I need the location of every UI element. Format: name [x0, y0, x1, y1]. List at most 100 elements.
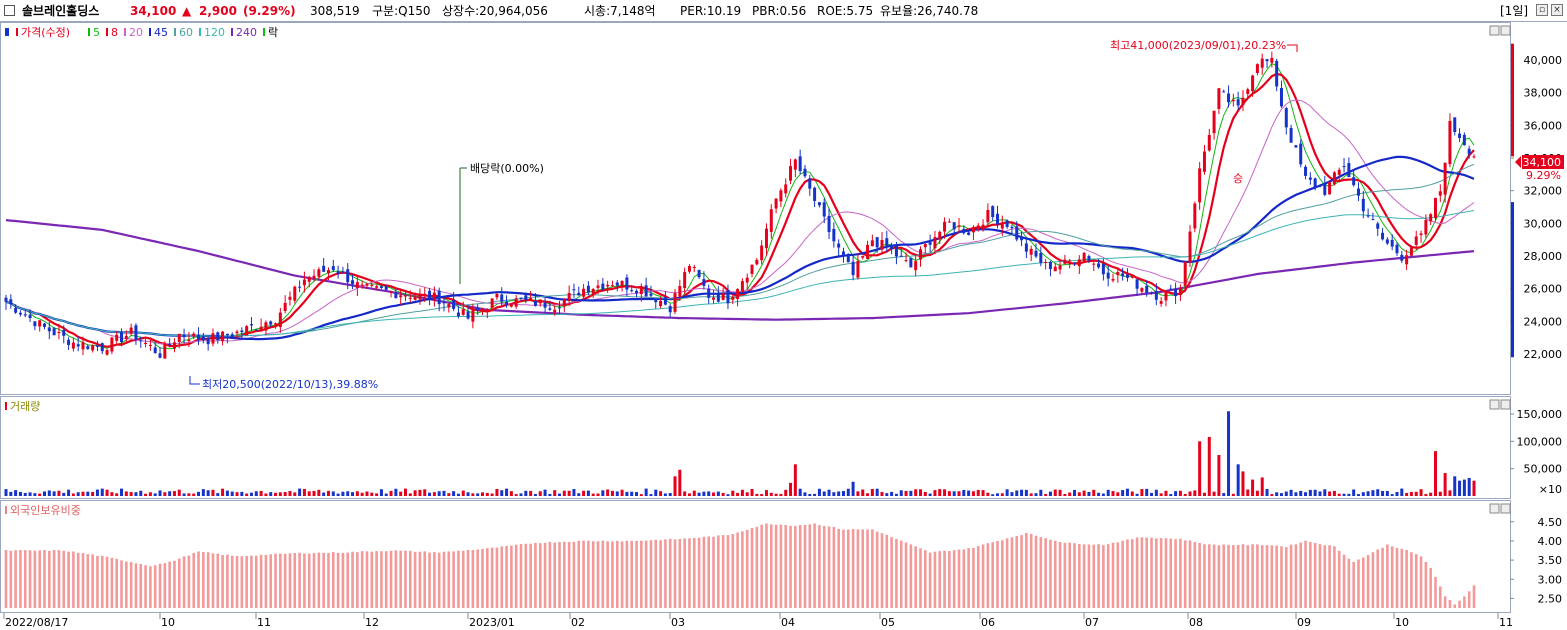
volume-bar [1395, 492, 1399, 496]
foreign-bar [755, 526, 759, 608]
volume-bar [312, 490, 316, 496]
candle-body [692, 267, 696, 269]
candle-body [33, 321, 37, 327]
axis-range-up [1511, 43, 1514, 157]
foreign-bar [481, 548, 484, 608]
candle-body [1376, 223, 1380, 229]
candle-body [245, 326, 249, 336]
foreign-bar [4, 549, 8, 608]
candle-body [38, 320, 42, 327]
close-icon[interactable]: × [1551, 4, 1563, 16]
volume-bar [1130, 491, 1134, 496]
candle-body [890, 244, 894, 250]
foreign-panel-frame [0, 500, 1511, 613]
volume-bar [976, 489, 980, 496]
foreign-bar [129, 562, 133, 608]
volume-bar [1101, 493, 1105, 496]
volume-bar [4, 489, 8, 496]
restore-icon[interactable]: ▫ [1536, 4, 1548, 16]
foreign-bar [428, 552, 431, 608]
candle-body [110, 337, 114, 352]
volume-bar [76, 492, 80, 496]
volume-bar [846, 488, 850, 496]
foreign-bar [1265, 545, 1269, 608]
volume-bar [230, 491, 234, 496]
candle-body [71, 342, 75, 349]
candle-body [837, 243, 841, 248]
candle-body [115, 334, 119, 341]
candle-body [1024, 243, 1028, 252]
volume-bar [678, 469, 682, 496]
foreign-legend-marker [5, 506, 7, 514]
foreign-bar [375, 551, 378, 608]
foreign-bar [899, 540, 903, 608]
ma-legend: 5 8 20 45 60 120 240 [88, 26, 257, 39]
date-tick-label: 09 [1297, 616, 1311, 629]
volume-bar [1414, 491, 1418, 496]
candle-body [1347, 163, 1351, 178]
foreign-bar [582, 540, 585, 608]
foreign-legend: 외국인보유비중 [10, 504, 81, 517]
volume-bar [182, 493, 186, 496]
volume-bar [649, 494, 653, 496]
volume-bar [875, 488, 879, 496]
volume-bar [254, 491, 258, 496]
panel-close-icon[interactable] [1500, 25, 1511, 36]
volume-bar [216, 493, 220, 496]
foreign-bar [418, 551, 422, 608]
foreign-bar [933, 551, 937, 608]
foreign-bar [895, 538, 898, 608]
volume-bar [914, 489, 918, 496]
legend-ma-label: 45 [154, 26, 168, 39]
candle-body [288, 296, 292, 300]
price-tick-label: 26,000 [1524, 283, 1563, 296]
volume-restore-icon[interactable] [1489, 399, 1500, 410]
foreign-bar [370, 551, 374, 608]
volume-bar [947, 491, 951, 496]
foreign-bar [1443, 596, 1447, 608]
annotations: 최고41,000(2023/09/01),20.23% 최저20,500(202… [189, 39, 1564, 391]
panel-restore-icon[interactable] [1489, 25, 1500, 36]
volume-bar [490, 493, 494, 496]
candle-body [1073, 262, 1077, 264]
candle-body [514, 298, 518, 307]
volume-bar [33, 493, 37, 496]
candle-body [1251, 75, 1255, 92]
volume-bar [533, 494, 537, 496]
foreign-bar [1256, 544, 1259, 608]
candle-body [413, 296, 417, 300]
candle-body [1424, 220, 1428, 235]
candle-body [943, 221, 947, 232]
candle-body [14, 307, 18, 313]
volume-bar [461, 490, 465, 496]
foreign-bar [1198, 542, 1201, 608]
period-selector[interactable]: [1일] [1500, 4, 1529, 18]
foreign-bar [1034, 535, 1038, 608]
foreign-bar [317, 552, 321, 608]
foreign-close-icon[interactable] [1500, 503, 1511, 514]
volume-bar [86, 491, 90, 496]
foreign-restore-icon[interactable] [1489, 503, 1500, 514]
candle-body [192, 333, 196, 337]
foreign-bar [741, 531, 744, 608]
candle-body [866, 244, 870, 259]
candle-body [981, 224, 985, 230]
candle-body [620, 280, 624, 286]
window-menu-icon[interactable] [4, 5, 15, 16]
reserve-ratio: 유보율:26,740.78 [880, 4, 979, 18]
volume-close-icon[interactable] [1500, 399, 1511, 410]
foreign-bar [1390, 546, 1394, 608]
foreign-bar [1275, 545, 1278, 608]
volume-bar [524, 490, 528, 496]
volume-bar [885, 493, 889, 496]
volume-bar [1077, 492, 1081, 496]
candle-body [428, 290, 432, 300]
volume-bar [81, 491, 85, 496]
volume-bar [336, 493, 340, 496]
volume-bar [172, 491, 176, 496]
candle-body [351, 280, 355, 285]
foreign-bar [654, 539, 658, 608]
volume-bar [1150, 492, 1154, 496]
price-change: 2,900 [199, 4, 237, 18]
date-tick-label: 02 [571, 616, 585, 629]
